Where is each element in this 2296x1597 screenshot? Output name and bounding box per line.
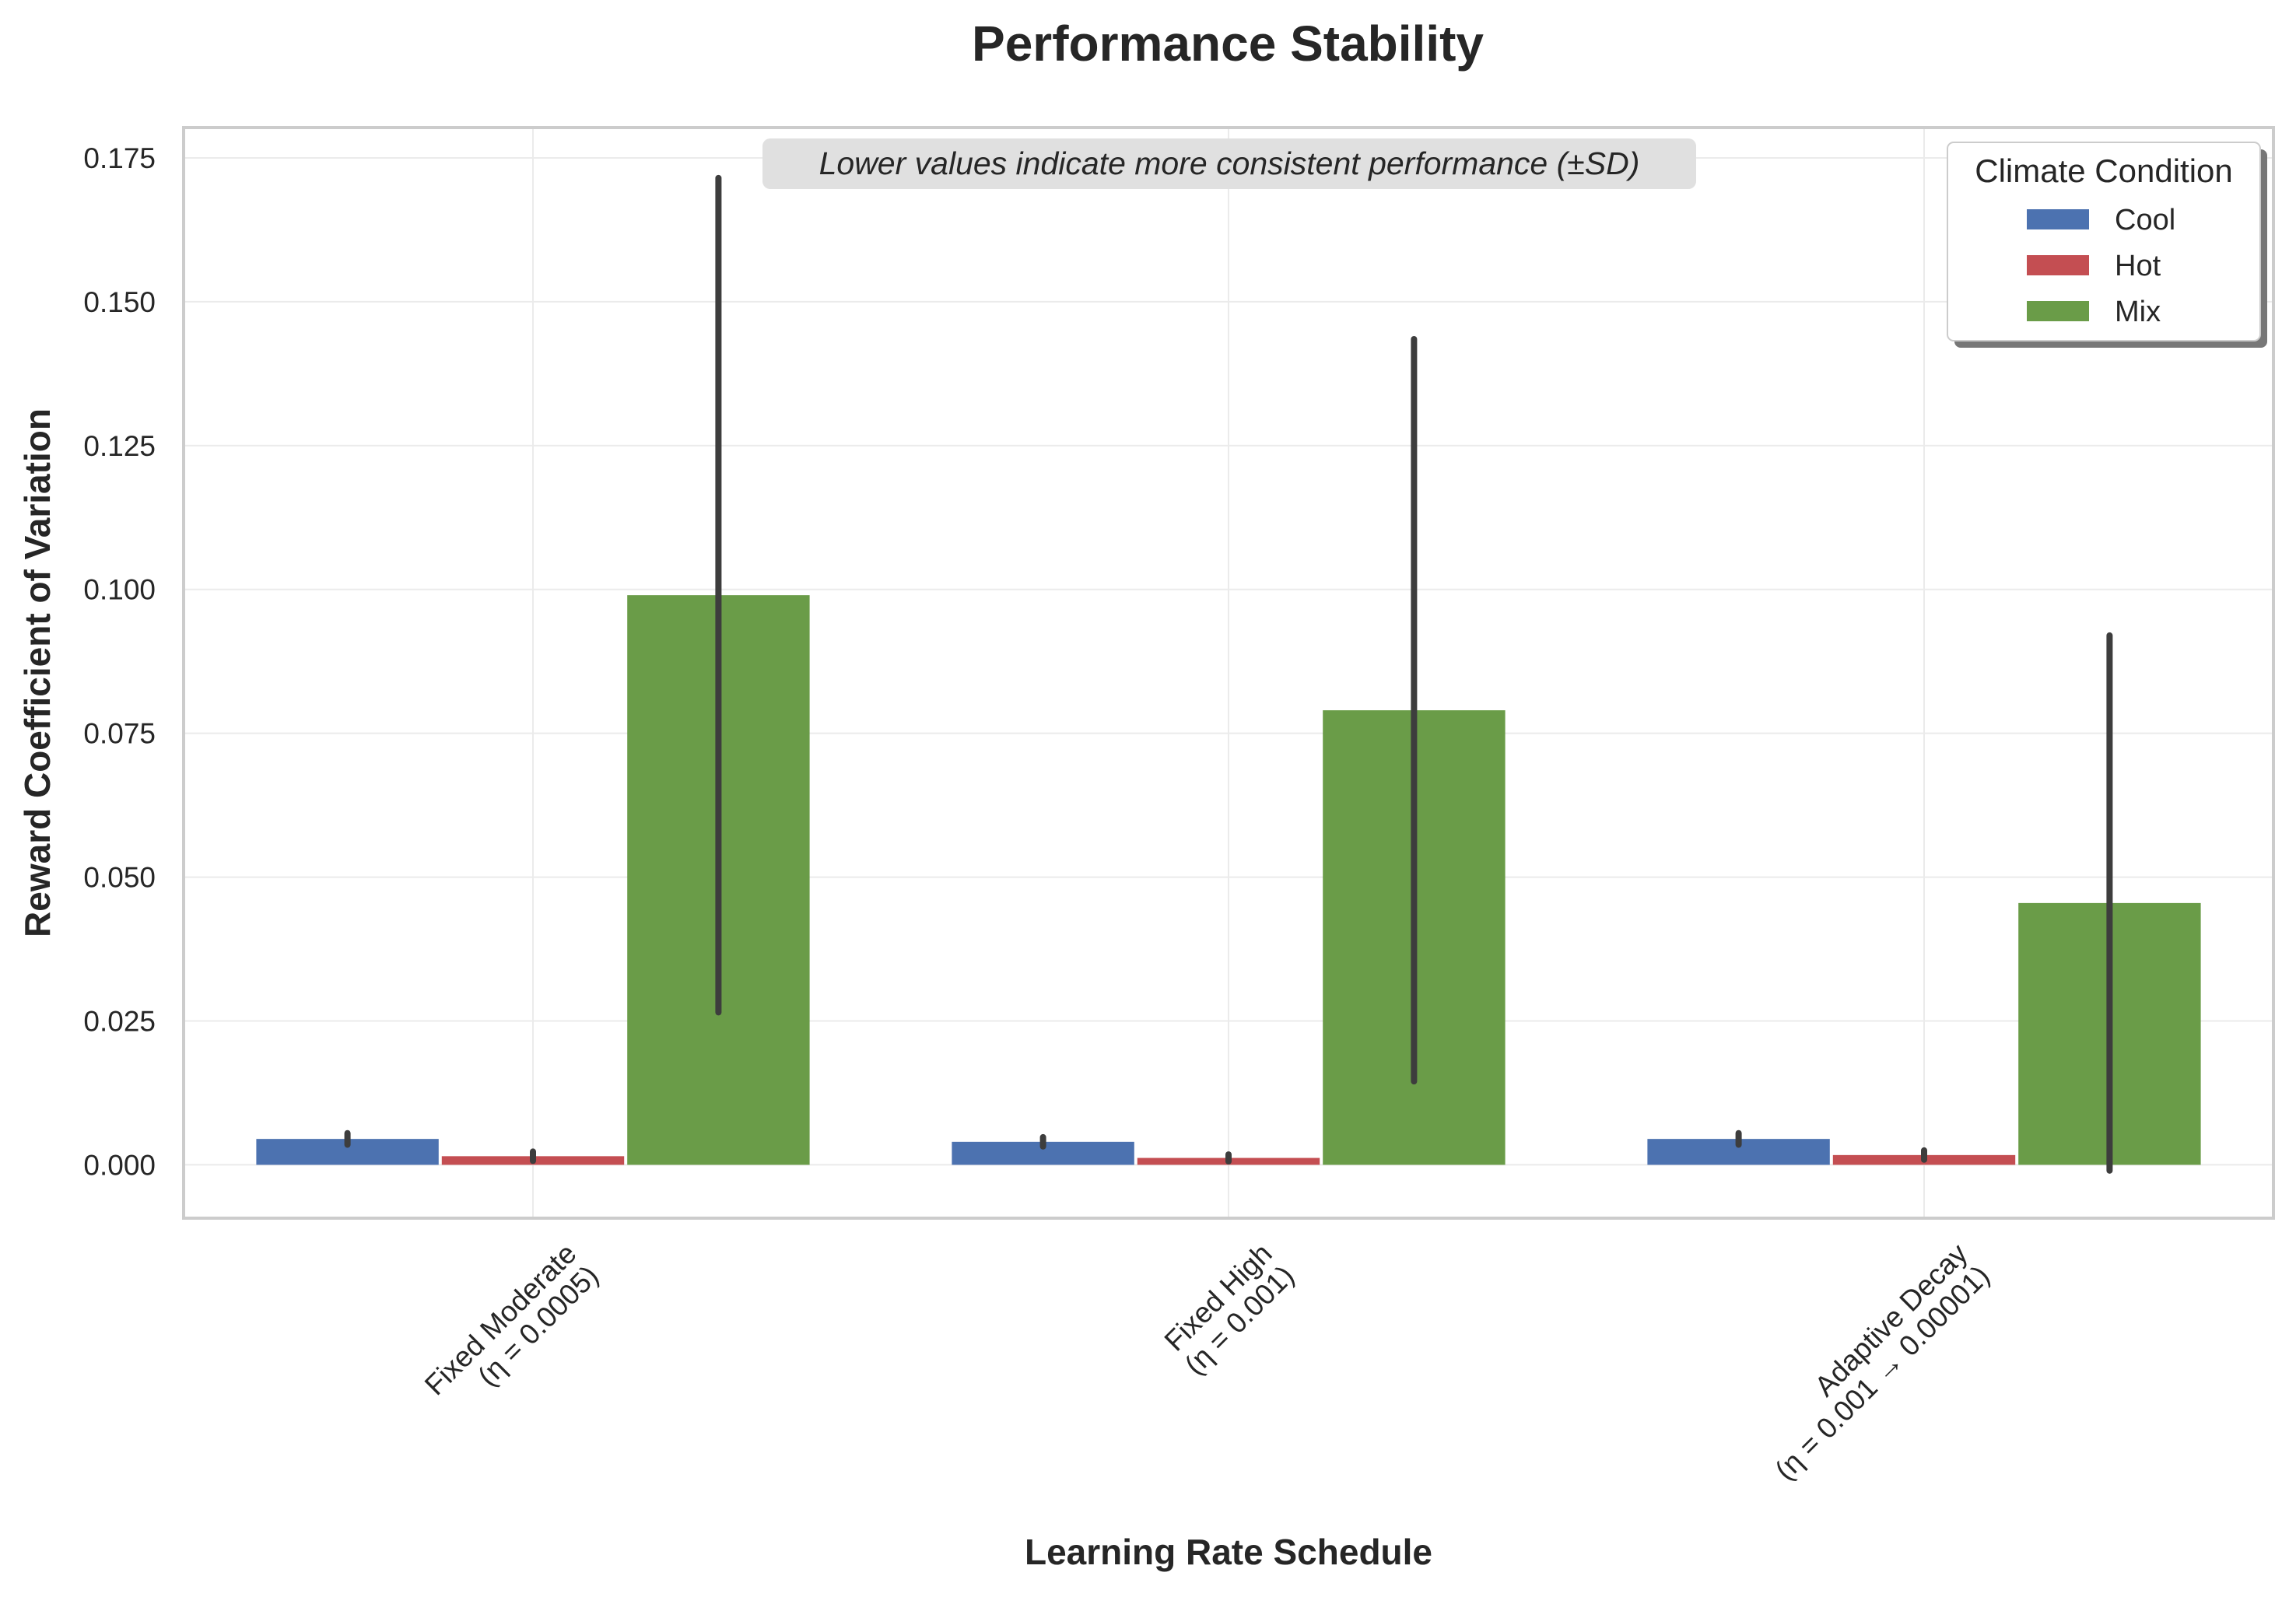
error-bars — [344, 174, 2113, 1174]
y-tick-label: 0.050 — [83, 862, 156, 894]
legend-swatch-hot — [2027, 255, 2089, 275]
legend-swatch-cool — [2027, 209, 2089, 229]
x-tick-label: Fixed Moderate(η = 0.0005) — [419, 1238, 605, 1424]
y-tick-label: 0.000 — [83, 1149, 156, 1181]
y-tick-label: 0.125 — [83, 430, 156, 462]
y-tick-label: 0.150 — [83, 286, 156, 318]
annotation: Lower values indicate more consistent pe… — [762, 138, 1696, 189]
grid — [185, 129, 2272, 1217]
plot-frame — [182, 126, 2275, 1220]
legend-label-mix: Mix — [2115, 296, 2161, 328]
chart-title: Performance Stability — [972, 16, 1484, 72]
x-axis-ticks: Fixed Moderate(η = 0.0005) Fixed High(η =… — [419, 1237, 1996, 1486]
legend-title: Climate Condition — [1975, 152, 2233, 189]
legend-label-hot: Hot — [2115, 250, 2161, 282]
y-tick-label: 0.100 — [83, 574, 156, 606]
x-axis-label: Learning Rate Schedule — [1025, 1532, 1432, 1572]
x-tick-text: Adaptive Decay(η = 0.001 → 0.00001) — [1747, 1237, 1996, 1486]
y-axis-label: Reward Coefficient of Variation — [17, 408, 58, 937]
y-tick-label: 0.025 — [83, 1006, 156, 1038]
x-tick-label: Fixed High(η = 0.001) — [1156, 1238, 1300, 1382]
legend-label-cool: Cool — [2115, 204, 2175, 236]
y-tick-label: 0.175 — [83, 142, 156, 174]
x-tick-text: Fixed Moderate(η = 0.0005) — [419, 1238, 605, 1424]
annotation-box — [762, 138, 1696, 189]
annotation-text: Lower values indicate more consistent pe… — [819, 145, 1640, 181]
legend: Climate Condition Cool Hot Mix — [1947, 142, 2267, 348]
x-tick-label: Adaptive Decay(η = 0.001 → 0.00001) — [1747, 1237, 1996, 1486]
x-tick-line: (η = 0.001 → 0.00001) — [1768, 1259, 1996, 1487]
legend-items: Cool Hot Mix — [2027, 204, 2175, 328]
x-tick-text: Fixed High(η = 0.001) — [1156, 1238, 1300, 1382]
legend-box — [1947, 142, 2261, 341]
y-tick-label: 0.075 — [83, 718, 156, 750]
legend-swatch-mix — [2027, 301, 2089, 321]
y-axis-ticks: 0.000 0.025 0.050 0.075 0.100 0.125 0.150 0.175 — [83, 142, 156, 1181]
